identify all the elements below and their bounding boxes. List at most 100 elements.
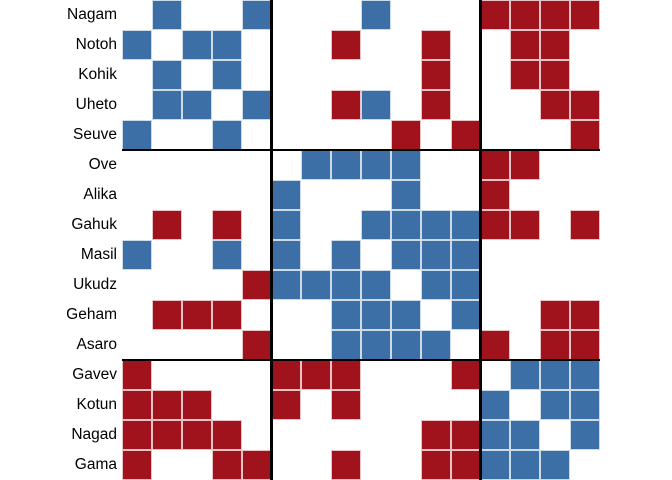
matrix-cell-gavev-gahuk: [331, 360, 361, 390]
matrix-cell-alika-seuve: [242, 180, 272, 210]
matrix-cell-ukudz-alika: [301, 270, 332, 300]
matrix-cell-alika-gahuk: [331, 180, 361, 210]
matrix-cell-nagad-gavev: [480, 420, 511, 450]
matrix-cell-asaro-kohik: [182, 330, 212, 360]
matrix-cell-gama-nagam: [122, 450, 152, 480]
matrix-cell-gama-masil: [361, 450, 391, 480]
row-label-gavev: Gavev: [72, 366, 117, 383]
matrix-cell-alika-ove: [271, 180, 302, 210]
matrix-cell-gama-gavev: [480, 450, 511, 480]
matrix-cell-notoh-ove: [271, 30, 301, 60]
matrix-cell-nagad-kotun: [510, 420, 541, 450]
matrix-cell-notoh-gahuk: [331, 30, 361, 60]
matrix-cell-alika-kotun: [510, 180, 540, 210]
matrix-cell-geham-geham: [421, 300, 451, 330]
matrix-cell-ukudz-ukudz: [391, 270, 421, 300]
matrix-cell-gavev-nagam: [122, 360, 152, 390]
matrix-cell-geham-kotun: [510, 300, 540, 330]
matrix-cell-alika-geham: [421, 180, 451, 210]
matrix-cell-seuve-alika: [301, 120, 331, 150]
row-label-asaro: Asaro: [76, 336, 118, 353]
matrix-cell-seuve-gahuk: [331, 120, 361, 150]
block-divider-horizontal-2: [122, 358, 600, 362]
matrix-cell-nagad-ukudz: [391, 420, 421, 450]
matrix-cell-nagad-notoh: [151, 420, 182, 450]
matrix-grid: [122, 0, 600, 480]
matrix-cell-masil-ove: [271, 240, 302, 270]
matrix-cell-ukudz-uheto: [212, 270, 242, 300]
row-label-nagam: Nagam: [67, 6, 117, 23]
matrix-cell-alika-asaro: [451, 180, 481, 210]
matrix-cell-nagam-gavev: [480, 0, 511, 30]
matrix-cell-asaro-asaro: [451, 330, 481, 360]
matrix-cell-kohik-kotun: [510, 60, 541, 90]
matrix-cell-notoh-kohik: [181, 30, 212, 60]
matrix-cell-ove-kotun: [510, 150, 541, 180]
matrix-cell-masil-ukudz: [390, 240, 421, 270]
matrix-cell-masil-asaro: [450, 240, 481, 270]
matrix-cell-ove-geham: [421, 150, 451, 180]
matrix-cell-geham-nagad: [540, 300, 571, 330]
matrix-cell-seuve-seuve: [242, 120, 272, 150]
matrix-cell-nagam-ove: [271, 0, 301, 30]
matrix-cell-kohik-kohik: [182, 60, 212, 90]
matrix-cell-kohik-gama: [570, 60, 600, 90]
matrix-cell-seuve-kohik: [182, 120, 212, 150]
matrix-cell-alika-nagam: [122, 180, 152, 210]
matrix-cell-gahuk-gama: [570, 210, 600, 240]
matrix-cell-alika-nagad: [540, 180, 570, 210]
matrix-cell-gama-ukudz: [391, 450, 421, 480]
matrix-cell-asaro-alika: [301, 330, 331, 360]
matrix-cell-seuve-notoh: [152, 120, 182, 150]
matrix-cell-gahuk-asaro: [450, 210, 481, 240]
row-labels: Nagam Notoh Kohik Uheto Seuve Ove Alika Gahuk Ma…: [0, 0, 117, 480]
matrix-cell-gama-ove: [271, 450, 301, 480]
matrix-cell-ove-gama: [570, 150, 600, 180]
matrix-cell-notoh-seuve: [242, 30, 272, 60]
matrix-cell-nagad-geham: [420, 420, 451, 450]
matrix-cell-nagad-kohik: [181, 420, 212, 450]
matrix-cell-masil-nagad: [540, 240, 570, 270]
matrix-cell-nagad-uheto: [211, 420, 242, 450]
matrix-cell-gavev-nagad: [540, 360, 571, 390]
matrix-cell-nagad-masil: [361, 420, 391, 450]
matrix-cell-kotun-alika: [301, 390, 331, 420]
matrix-cell-asaro-uheto: [212, 330, 242, 360]
row-label-kohik: Kohik: [78, 66, 117, 83]
matrix-cell-ukudz-gavev: [481, 270, 511, 300]
matrix-cell-kohik-gavev: [481, 60, 511, 90]
matrix-cell-ove-ove: [271, 150, 301, 180]
matrix-cell-masil-alika: [301, 240, 331, 270]
matrix-cell-ukudz-masil: [361, 270, 391, 300]
matrix-cell-gavev-gama: [570, 360, 600, 390]
matrix-cell-kotun-nagam: [122, 390, 152, 420]
matrix-cell-gama-notoh: [152, 450, 182, 480]
matrix-cell-seuve-geham: [421, 120, 451, 150]
matrix-cell-uheto-alika: [301, 90, 331, 120]
matrix-cell-kohik-alika: [301, 60, 331, 90]
matrix-cell-notoh-ukudz: [391, 30, 421, 60]
matrix-cell-ukudz-asaro: [450, 270, 481, 300]
matrix-cell-ove-nagam: [122, 150, 152, 180]
matrix-cell-gama-kohik: [182, 450, 212, 480]
matrix-cell-notoh-uheto: [211, 30, 242, 60]
matrix-cell-gahuk-masil: [361, 210, 391, 240]
matrix-cell-masil-uheto: [211, 240, 242, 270]
matrix-cell-uheto-notoh: [151, 90, 182, 120]
matrix-cell-uheto-masil: [361, 90, 391, 120]
matrix-cell-nagad-ove: [271, 420, 301, 450]
matrix-cell-nagad-asaro: [450, 420, 481, 450]
matrix-cell-kohik-gahuk: [331, 60, 361, 90]
matrix-cell-kohik-nagad: [540, 60, 571, 90]
matrix-cell-gahuk-gahuk: [331, 210, 361, 240]
matrix-cell-alika-notoh: [152, 180, 182, 210]
matrix-cell-nagam-gahuk: [331, 0, 361, 30]
matrix-cell-uheto-asaro: [451, 90, 481, 120]
matrix-cell-gavev-geham: [421, 360, 451, 390]
matrix-cell-asaro-gavev: [480, 330, 511, 360]
matrix-cell-geham-alika: [301, 300, 331, 330]
matrix-cell-uheto-nagam: [122, 90, 152, 120]
matrix-cell-gama-geham: [420, 450, 451, 480]
matrix-cell-uheto-gahuk: [331, 90, 361, 120]
